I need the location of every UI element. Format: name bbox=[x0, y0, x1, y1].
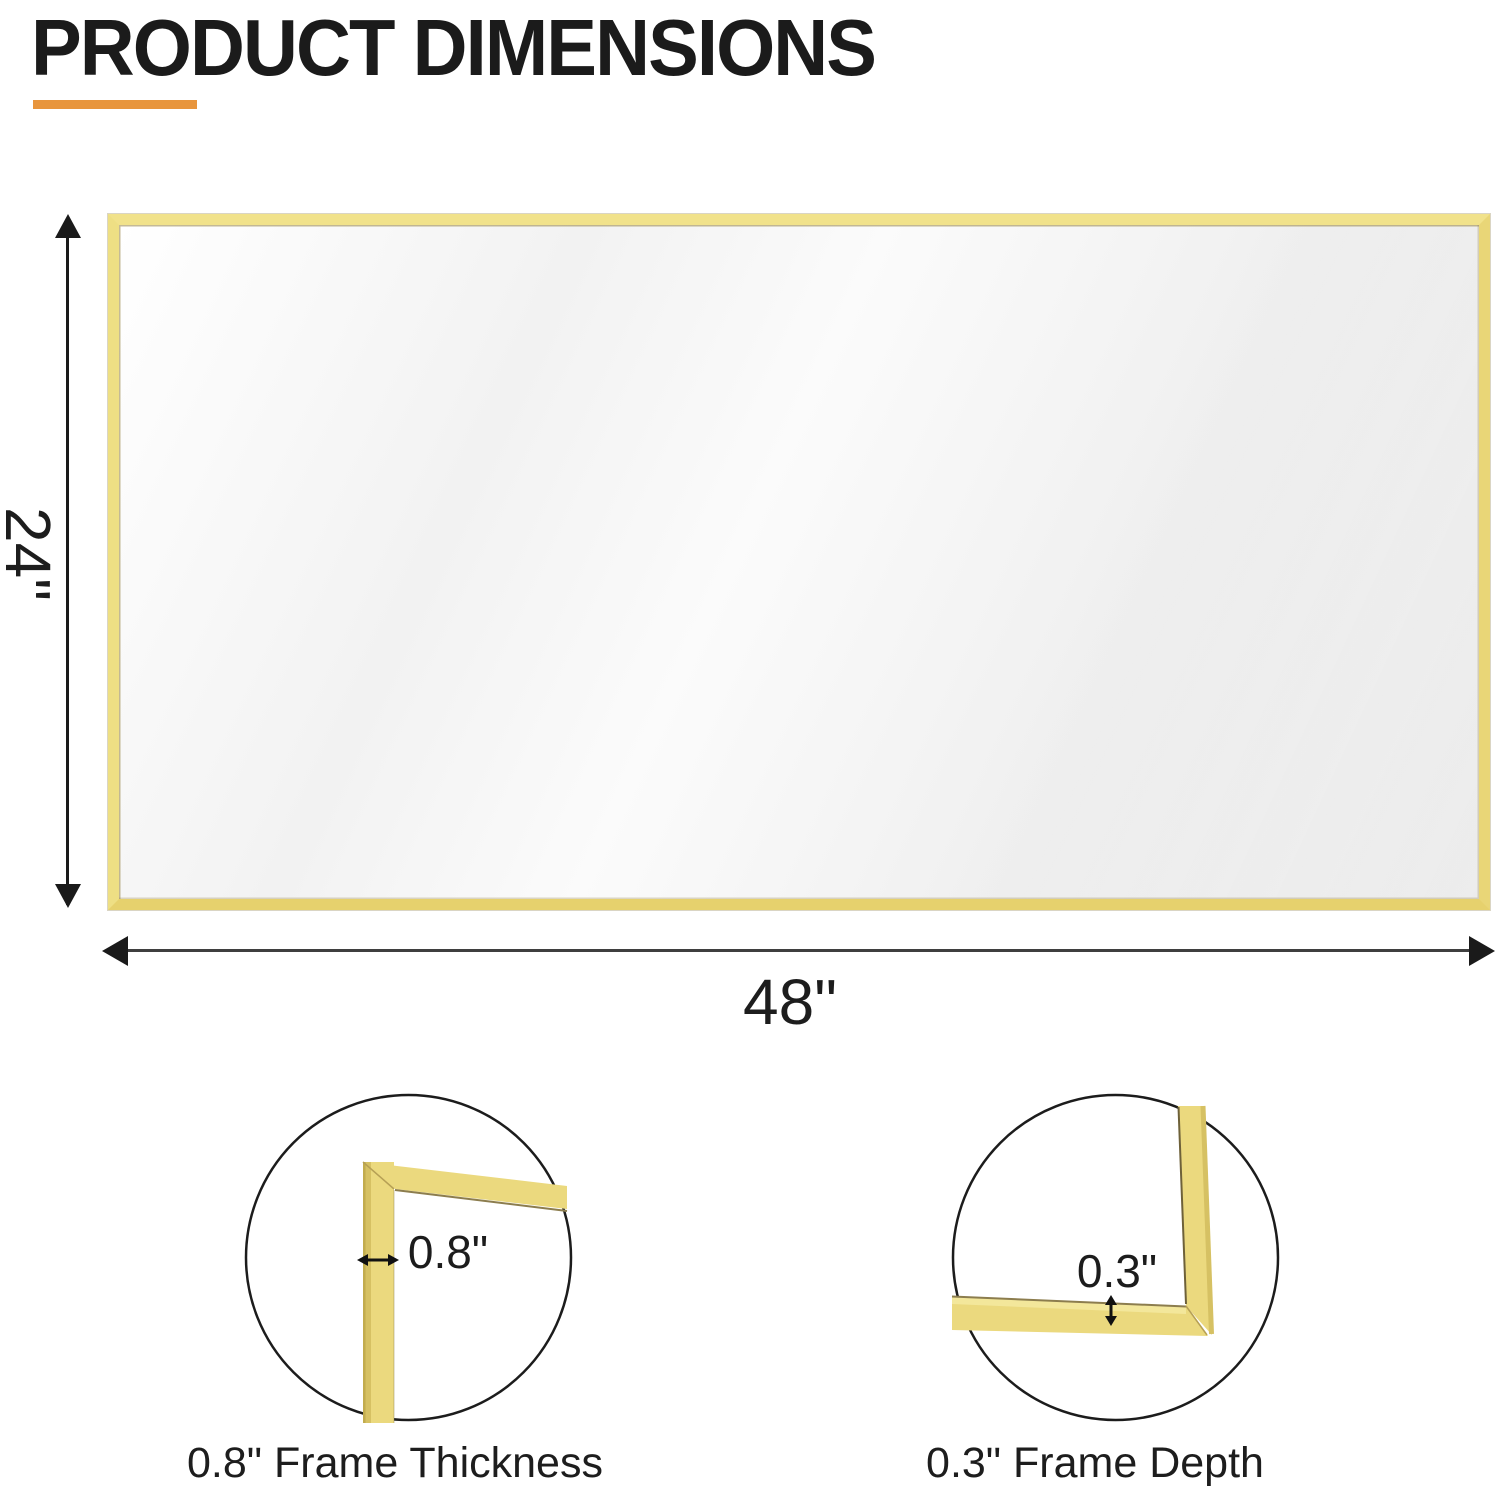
depth-arrow-icon bbox=[1105, 1295, 1117, 1326]
height-label: 24" bbox=[0, 507, 64, 601]
arrow-right-icon bbox=[1469, 936, 1495, 966]
mirror-frame bbox=[108, 214, 1490, 910]
page-title: PRODUCT DIMENSIONS bbox=[31, 3, 877, 92]
depth-detail-circle: 0.3" bbox=[951, 1093, 1280, 1422]
mirror-surface bbox=[119, 225, 1479, 899]
thickness-value-label: 0.8" bbox=[408, 1226, 488, 1278]
width-dimension-line bbox=[124, 949, 1474, 952]
frame-corner-front-view bbox=[362, 1161, 568, 1423]
height-dimension-line bbox=[66, 218, 69, 905]
arrow-down-icon bbox=[55, 884, 81, 908]
thickness-detail-circle: 0.8" bbox=[244, 1093, 573, 1423]
thickness-arrow-icon bbox=[357, 1254, 399, 1266]
arrow-up-icon bbox=[55, 214, 81, 238]
title-underline bbox=[33, 100, 197, 109]
frame-corner-depth-view bbox=[951, 1105, 1214, 1336]
width-label: 48" bbox=[743, 966, 837, 1038]
detail-circle-outline bbox=[244, 1093, 573, 1422]
thickness-caption: 0.8" Frame Thickness bbox=[187, 1439, 603, 1487]
depth-caption: 0.3" Frame Depth bbox=[926, 1439, 1264, 1487]
depth-value-label: 0.3" bbox=[1077, 1245, 1157, 1297]
arrow-left-icon bbox=[102, 936, 128, 966]
